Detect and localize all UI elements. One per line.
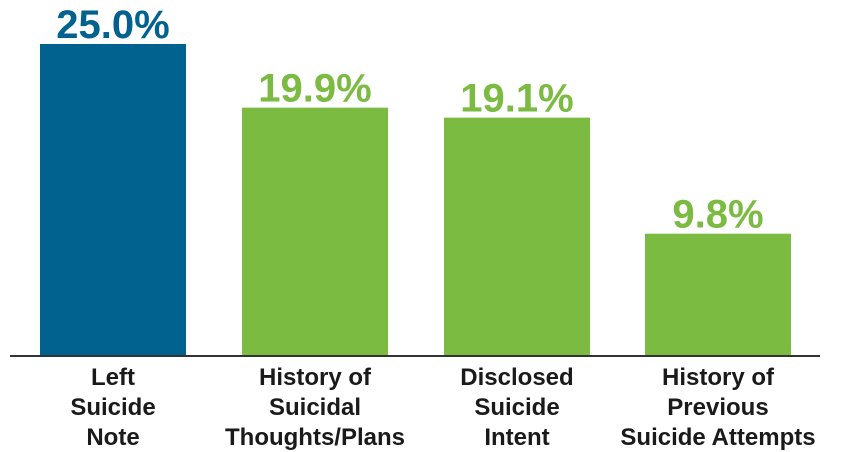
value-label-3: 19.1% — [460, 77, 573, 121]
category-label-2: History of Suicidal Thoughts/Plans — [225, 364, 405, 451]
bar-1 — [40, 44, 186, 356]
category-label-line: Suicide Attempts — [620, 424, 815, 451]
category-label-4: History of Previous Suicide Attempts — [620, 364, 815, 451]
category-label-line: Disclosed — [460, 364, 573, 391]
category-label-line: Suicide — [474, 394, 559, 421]
category-label-line: Suicidal — [269, 394, 361, 421]
value-labels-group: 25.0% 19.9% 19.1% 9.8% — [56, 3, 763, 237]
value-label-4: 9.8% — [672, 193, 763, 237]
bar-4 — [645, 233, 791, 356]
category-labels-group: Left Suicide Note History of Suicidal Thought… — [70, 364, 815, 451]
category-label-line: Suicide — [70, 394, 155, 421]
value-label-2: 19.9% — [258, 67, 371, 111]
category-label-3: Disclosed Suicide Intent — [460, 364, 573, 451]
category-label-line: History of — [662, 364, 775, 391]
category-label-1: Left Suicide Note — [70, 364, 155, 451]
category-label-line: History of — [259, 364, 372, 391]
category-label-line: Left — [91, 364, 135, 391]
category-label-line: Previous — [667, 394, 768, 421]
bar-2 — [242, 107, 388, 356]
bars-group — [40, 44, 791, 356]
value-label-1: 25.0% — [56, 3, 169, 47]
category-label-line: Thoughts/Plans — [225, 424, 405, 451]
bar-3 — [444, 117, 590, 356]
category-label-line: Note — [86, 424, 139, 451]
category-label-line: Intent — [484, 424, 549, 451]
